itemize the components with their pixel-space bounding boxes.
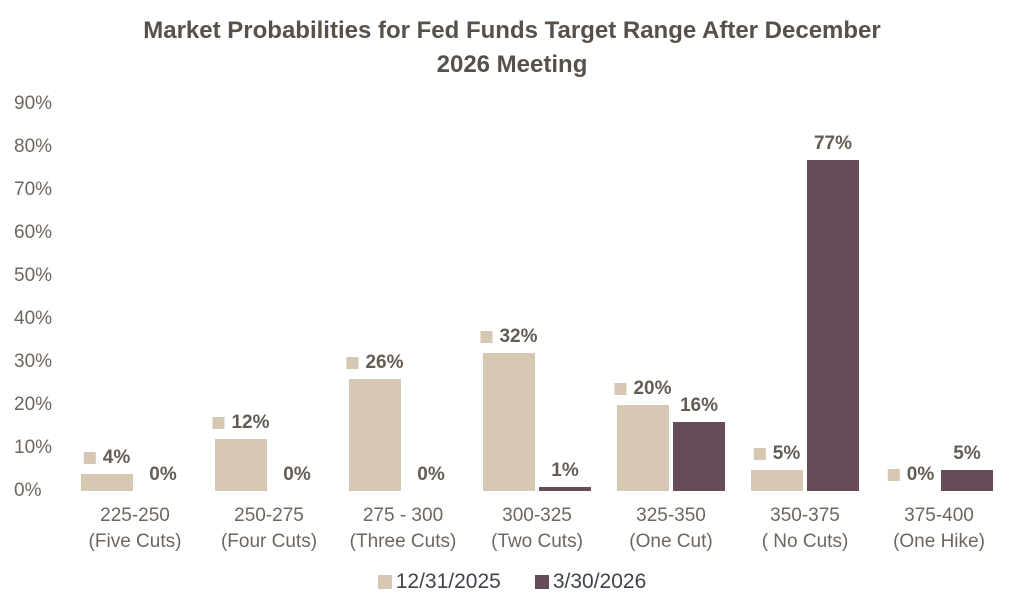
bar-data-label: 0%: [283, 464, 311, 485]
y-axis-tick-label: 90%: [14, 93, 53, 114]
bar-series1: [483, 353, 535, 491]
bar-data-label: 0%: [417, 464, 445, 485]
chart-title-text: Market Probabilities for Fed Funds Targe…: [143, 17, 881, 78]
x-axis-category-label: 250-275 (Four Cuts): [220, 505, 318, 552]
bar-slot: 16%: [673, 104, 725, 491]
legend-label-series2: 3/30/2026: [552, 570, 647, 593]
chart-title: Market Probabilities for Fed Funds Targe…: [0, 14, 1024, 81]
bar-group: 4% 0%: [68, 104, 202, 491]
bar-data-label: 0%: [149, 464, 177, 485]
bar-slot: 1%: [539, 104, 591, 491]
y-axis-tick-label: 10%: [14, 437, 53, 458]
legend-label-series1: 12/31/2025: [395, 570, 501, 593]
bar-slot: 0%: [885, 104, 937, 491]
data-label-swatch-icon: [212, 417, 225, 430]
bar-data-label: 1%: [551, 459, 579, 481]
bar-data-label: 77%: [813, 132, 853, 154]
x-axis-category-label: 325-350 (One Cut): [629, 505, 713, 552]
bar-slot: 0%: [271, 104, 323, 491]
bar-slot: 32%: [480, 104, 538, 491]
bar-group: 5% 77%: [738, 104, 872, 491]
x-axis-category-label: 275 - 300 (Three Cuts): [349, 505, 457, 552]
bar-data-label: 16%: [679, 395, 719, 417]
bar-series2: [539, 486, 591, 491]
y-axis-tick-label: 20%: [14, 394, 53, 415]
legend-swatch-icon: [534, 575, 549, 589]
data-label-swatch-icon: [346, 357, 359, 370]
bar-group: 12% 0%: [202, 104, 336, 491]
bar-slot: 12%: [212, 104, 270, 491]
data-label-swatch-icon: [614, 383, 627, 395]
bar-data-label: 26%: [346, 353, 404, 373]
bar-series2: [941, 469, 993, 491]
y-axis-tick-label: 30%: [14, 351, 53, 372]
bar-data-label: 12%: [212, 413, 270, 433]
bar-data-label: 20%: [614, 379, 672, 399]
legend-item-series2: 3/30/2026: [534, 570, 647, 594]
data-label-swatch-icon: [480, 331, 493, 344]
y-axis-tick-label: 40%: [14, 308, 53, 329]
bar-slot: 77%: [807, 104, 859, 491]
legend-item-series1: 12/31/2025: [377, 570, 501, 594]
bar-data-label: 0%: [887, 465, 934, 485]
bar-slot: 5%: [941, 104, 993, 491]
y-axis-tick-label: 50%: [14, 265, 53, 286]
data-label-swatch-icon: [83, 451, 96, 464]
bar-group: 20% 16%: [604, 104, 738, 491]
bar-series1: [617, 405, 669, 491]
x-axis-category-label: 375-400 (One Hike): [893, 505, 985, 552]
bar-data-label: 5%: [753, 443, 800, 464]
data-label-swatch-icon: [753, 447, 766, 460]
bar-slot: 20%: [614, 104, 672, 491]
bar-slot: 0%: [137, 104, 189, 491]
bar-slot: 26%: [346, 104, 404, 491]
bar-series1: [751, 469, 803, 491]
y-axis-tick-label: 80%: [14, 136, 53, 157]
bar-data-label: 32%: [480, 327, 538, 347]
x-axis-category-label: 350-375 ( No Cuts): [761, 505, 849, 552]
x-axis-category-label: 300-325 (Two Cuts): [491, 505, 583, 552]
bar-series1: [349, 379, 401, 491]
bar-group: 32% 1%: [470, 104, 604, 491]
bar-series1: [215, 439, 267, 491]
bar-series2: [673, 422, 725, 491]
bar-data-label: 4%: [83, 447, 130, 468]
bar-series1: [81, 473, 133, 491]
bar-group: 0% 5%: [872, 104, 1006, 491]
bar-data-label: 5%: [953, 442, 981, 464]
y-axis-tick-label: 0%: [14, 480, 42, 501]
bar-series2: [807, 159, 859, 491]
y-axis-tick-label: 60%: [14, 222, 53, 243]
x-axis-category-label: 225-250 (Five Cuts): [88, 505, 182, 552]
legend-swatch-icon: [377, 575, 392, 589]
data-label-swatch-icon: [887, 469, 900, 481]
bar-slot: 0%: [405, 104, 457, 491]
chart-legend: 12/31/2025 3/30/2026: [0, 570, 1024, 594]
bar-slot: 5%: [751, 104, 803, 491]
bar-slot: 4%: [81, 104, 133, 491]
y-axis-tick-label: 70%: [14, 179, 53, 200]
bar-group: 26% 0%: [336, 104, 470, 491]
